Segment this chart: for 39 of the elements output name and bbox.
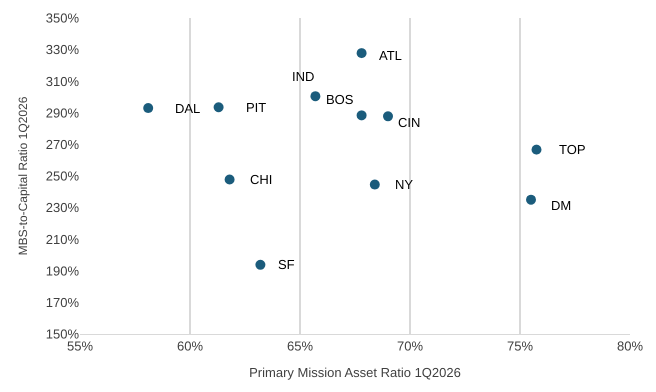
annotation: CIN xyxy=(398,115,420,130)
x-tick-label: 75% xyxy=(506,338,534,354)
y-tick-label: 310% xyxy=(46,74,80,89)
point xyxy=(532,144,542,155)
x-tick-label: 70% xyxy=(396,338,424,354)
annotation: NY xyxy=(395,177,414,192)
annotation: IND xyxy=(292,69,314,84)
y-tick-label: 330% xyxy=(46,42,80,58)
y-tick-label: 250% xyxy=(46,168,80,184)
point xyxy=(356,48,367,58)
y-tick-label: 190% xyxy=(46,263,80,278)
point xyxy=(310,91,320,102)
y-tick-label: 270% xyxy=(46,136,80,152)
annotation: SF xyxy=(278,257,295,272)
point xyxy=(214,102,224,112)
y-tick-label: 170% xyxy=(46,294,80,310)
point xyxy=(255,260,266,270)
y-tick-label: 290% xyxy=(46,105,80,120)
x-tick-label: 60% xyxy=(176,338,204,354)
y-tick-label: 350% xyxy=(46,10,80,26)
annotation: PIT xyxy=(246,100,266,115)
point xyxy=(224,174,235,184)
point xyxy=(383,111,393,122)
x-tick-label: 65% xyxy=(286,338,314,354)
annotation: CHI xyxy=(250,172,272,187)
x-tick-label: 80% xyxy=(616,338,644,354)
point xyxy=(370,180,380,190)
annotation: TOP xyxy=(559,142,586,157)
annotation: ATL xyxy=(379,48,402,63)
x-axis-title: Primary Mission Asset Ratio 1Q2026 xyxy=(249,365,461,380)
annotation: BOS xyxy=(326,92,354,107)
y-tick-label: 230% xyxy=(46,200,80,216)
point xyxy=(356,110,367,120)
y-tick-label: 210% xyxy=(46,232,80,247)
annotation: DAL xyxy=(175,101,200,116)
point xyxy=(143,103,154,114)
point xyxy=(526,194,536,205)
y-axis-title: MBS-to-Capital Ratio 1Q2026 xyxy=(16,96,30,256)
annotation: DM xyxy=(551,198,572,213)
